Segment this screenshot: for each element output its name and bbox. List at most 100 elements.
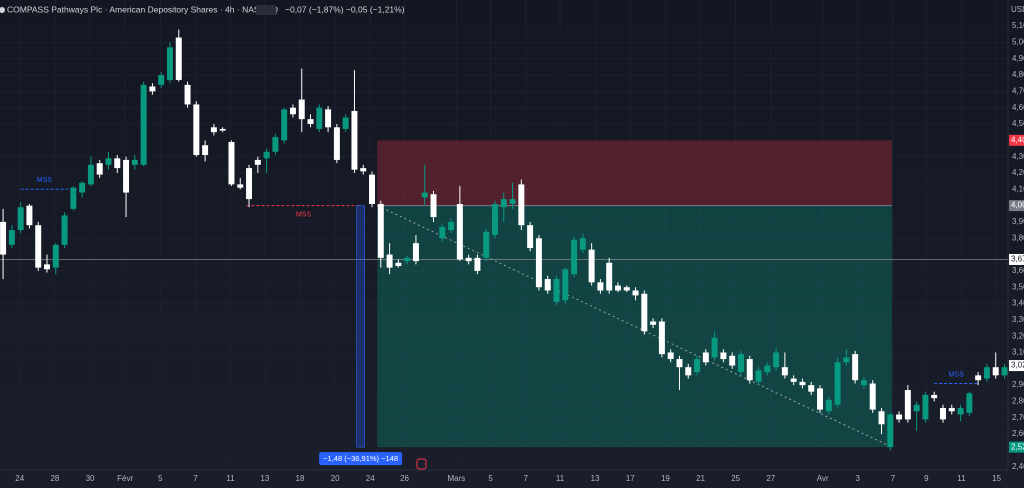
- candle-body: [966, 393, 973, 413]
- y-tick-label: 2,60: [1012, 429, 1024, 438]
- candle-body: [210, 127, 217, 133]
- candle-body: [79, 182, 86, 193]
- candle-body: [228, 141, 235, 185]
- candle-body: [289, 107, 296, 115]
- candle-body: [333, 127, 340, 160]
- candle-body: [860, 380, 867, 386]
- candle-body: [781, 367, 788, 376]
- candle-body: [896, 414, 903, 420]
- candle-body: [729, 355, 736, 366]
- candle-body: [369, 174, 376, 204]
- crosshair-label: 3,67: [1011, 255, 1024, 264]
- stop-zone: [377, 140, 893, 206]
- candle-body: [922, 394, 929, 420]
- candle-body: [562, 269, 569, 301]
- price-label: 4,00: [1011, 201, 1024, 210]
- flag-button[interactable]: [256, 5, 276, 15]
- candle-body: [650, 321, 657, 325]
- y-tick-label: 4,20: [1012, 168, 1024, 177]
- candle-body: [307, 119, 314, 125]
- measure-range: [356, 205, 365, 448]
- price-label: 2,52: [1011, 442, 1024, 451]
- candle-body: [931, 394, 938, 399]
- y-tick-label: 3,60: [1012, 266, 1024, 275]
- x-tick-label: 24: [366, 474, 375, 483]
- y-tick-label: 3,10: [1012, 348, 1024, 357]
- candle-body: [746, 359, 753, 381]
- x-tick-label: Mars: [447, 474, 465, 483]
- y-tick-label: 5,00: [1012, 38, 1024, 47]
- candle-body: [0, 221, 7, 255]
- x-tick-label: 18: [296, 474, 305, 483]
- candle-body: [456, 203, 463, 260]
- candle-body: [764, 365, 771, 373]
- y-tick-label: 2,70: [1012, 413, 1024, 422]
- candle-body: [667, 352, 674, 360]
- candle-body: [685, 367, 692, 376]
- candle-body: [184, 84, 191, 105]
- x-tick-label: 24: [15, 474, 24, 483]
- candle-body: [623, 287, 630, 291]
- candle-body: [360, 168, 367, 172]
- chart-title: COMPASS Pathways Plc · American Deposito…: [7, 4, 278, 14]
- x-tick-label: 7: [891, 474, 896, 483]
- candle-body: [527, 225, 534, 249]
- price-label: 4,40: [1011, 135, 1024, 144]
- candle-body: [878, 411, 885, 425]
- change: −0,07 (−1,87%) −0,05 (−1,21%): [285, 4, 405, 14]
- candle-body: [1001, 367, 1008, 376]
- candle-body: [131, 159, 138, 165]
- price-label: 3,02: [1011, 361, 1024, 370]
- candle-body: [325, 109, 332, 128]
- candle-body: [193, 104, 200, 156]
- candle-body: [606, 262, 613, 291]
- candle-body: [518, 184, 525, 226]
- price-label-box: [1009, 200, 1024, 212]
- candle-body: [843, 357, 850, 363]
- candle-body: [702, 352, 709, 363]
- candle-body: [254, 159, 261, 165]
- candle-body: [465, 257, 472, 262]
- candle-body: [281, 109, 288, 141]
- x-tick-label: 3: [856, 474, 861, 483]
- y-tick-label: 2,80: [1012, 397, 1024, 406]
- symbol-icon: [0, 7, 5, 13]
- candle-body: [35, 225, 42, 268]
- candle-body: [386, 254, 393, 268]
- candle-body: [790, 378, 797, 382]
- candle-body: [421, 192, 428, 198]
- candle-body: [439, 226, 446, 239]
- candle-body: [70, 187, 77, 209]
- candle-body: [237, 184, 244, 188]
- candle-body: [377, 203, 384, 258]
- y-tick-label: 2,90: [1012, 380, 1024, 389]
- candle-body: [755, 370, 762, 382]
- candle-body: [61, 215, 68, 245]
- y-tick-label: 4,90: [1012, 54, 1024, 63]
- target-zone: [377, 205, 893, 448]
- candle-body: [8, 230, 15, 245]
- y-tick-label: 3,90: [1012, 217, 1024, 226]
- y-tick-label: 5,10: [1012, 21, 1024, 30]
- candle-body: [983, 367, 990, 379]
- y-tick-label: 4,80: [1012, 70, 1024, 79]
- candle-body: [817, 388, 824, 410]
- candle-body: [834, 362, 841, 405]
- currency: USD: [1011, 5, 1024, 14]
- candle-body: [720, 352, 727, 360]
- candle-body: [571, 239, 578, 275]
- crosshair-label-box: [1009, 253, 1024, 265]
- candle-body: [404, 257, 411, 262]
- candle-body: [351, 110, 358, 170]
- candle-body: [737, 354, 744, 373]
- candle-body: [957, 407, 964, 415]
- candle-body: [395, 262, 402, 267]
- candle-body: [711, 337, 718, 358]
- x-tick-label: 25: [731, 474, 740, 483]
- candle-body: [641, 293, 648, 332]
- earnings-marker[interactable]: [416, 458, 427, 470]
- mss-label: MSS: [296, 211, 312, 218]
- y-tick-label: 4,30: [1012, 152, 1024, 161]
